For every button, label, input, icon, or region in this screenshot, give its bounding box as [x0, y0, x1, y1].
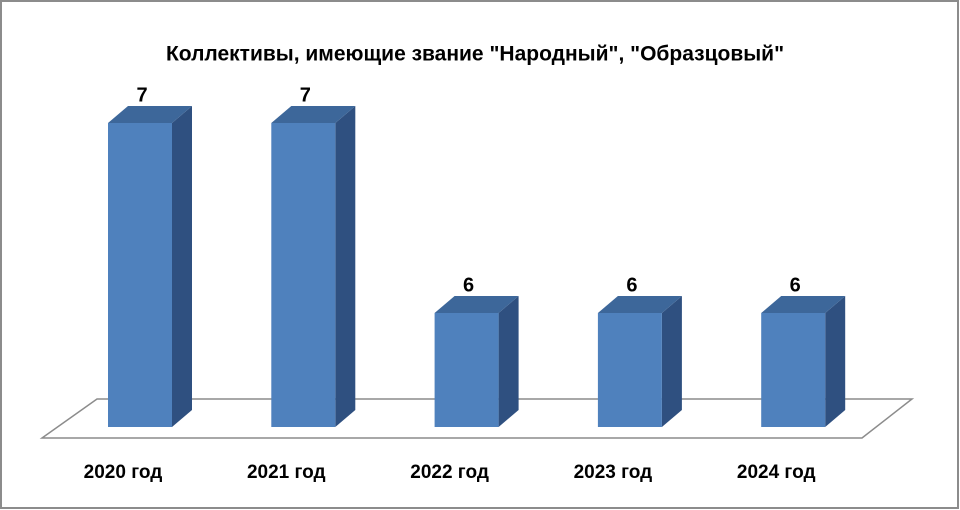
x-tick-label: 2022 год: [410, 462, 489, 483]
bar-top: [108, 106, 192, 123]
bar-top: [434, 296, 519, 313]
value-label: 6: [626, 274, 637, 296]
bar: [597, 313, 662, 427]
x-tick-label: 2021 год: [247, 462, 326, 483]
bar: [434, 313, 499, 427]
value-label: 6: [463, 274, 474, 296]
bar-side: [335, 106, 356, 427]
value-label: 6: [790, 274, 801, 296]
bar-side: [498, 296, 519, 427]
bar: [108, 123, 172, 427]
chart-title: Коллективы, имеющие звание "Народный", "…: [166, 43, 784, 66]
bar: [761, 313, 826, 427]
bar-top: [597, 296, 682, 313]
x-tick-label: 2023 год: [574, 462, 653, 483]
bar: [271, 123, 336, 427]
x-tick-label: 2024 год: [737, 462, 816, 483]
bar-top: [271, 106, 356, 123]
bar-side: [661, 296, 682, 427]
bar-side: [825, 296, 846, 427]
value-label: 7: [136, 84, 147, 106]
x-tick-label: 2020 год: [84, 462, 163, 483]
bar-side: [172, 106, 192, 427]
bar-top: [761, 296, 846, 313]
value-label: 7: [300, 84, 311, 106]
